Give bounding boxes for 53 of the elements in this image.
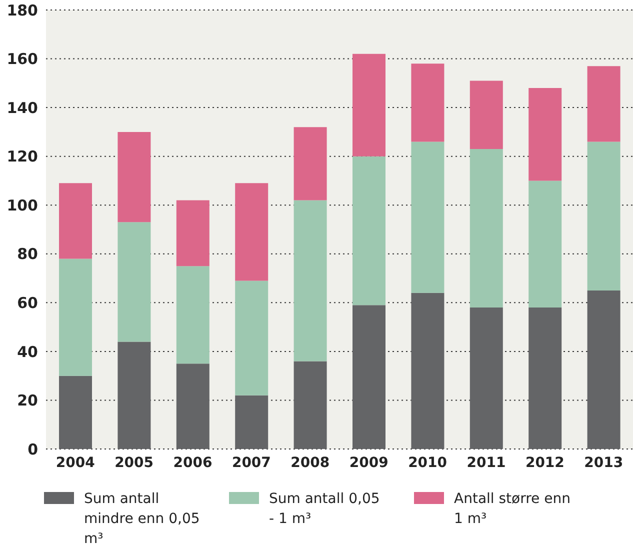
bar xyxy=(470,308,503,449)
bar xyxy=(587,290,620,449)
bar xyxy=(118,222,151,342)
x-tick-label: 2004 xyxy=(56,454,96,471)
x-tick-label: 2006 xyxy=(173,454,212,471)
bar xyxy=(470,80,503,150)
bar xyxy=(294,127,327,200)
x-tick-label: 2009 xyxy=(349,454,388,471)
bar xyxy=(470,149,503,308)
bar xyxy=(294,200,327,362)
y-tick-label: 60 xyxy=(17,294,38,312)
x-tick-label: 2005 xyxy=(114,454,154,471)
bar xyxy=(176,266,210,364)
y-tick-label: 100 xyxy=(6,196,38,214)
bar xyxy=(235,280,268,396)
y-tick-label: 0 xyxy=(28,440,38,458)
bar xyxy=(176,200,210,266)
bar xyxy=(352,156,386,306)
y-tick-label: 120 xyxy=(6,148,38,166)
bar xyxy=(235,183,268,281)
bar xyxy=(118,342,151,449)
x-tick-label: 2011 xyxy=(466,454,506,471)
bar xyxy=(587,142,620,290)
legend-label: Sum antall mindre enn 0,05 m³ xyxy=(84,490,201,549)
bar xyxy=(59,376,92,449)
bar xyxy=(411,64,444,142)
bar xyxy=(294,361,327,449)
y-tick-label: 40 xyxy=(17,342,38,361)
bar xyxy=(411,292,444,449)
bar xyxy=(411,142,444,293)
bar xyxy=(587,66,620,142)
bar xyxy=(235,395,268,449)
legend-label: Antall større enn 1 m³ xyxy=(454,490,572,529)
bar xyxy=(352,305,386,449)
bar xyxy=(59,183,92,259)
bar xyxy=(528,88,562,181)
bar xyxy=(528,180,562,308)
y-tick-label: 180 xyxy=(6,1,38,20)
bar xyxy=(118,132,151,222)
y-tick-label: 160 xyxy=(6,50,38,68)
bar xyxy=(352,54,386,156)
y-tick-label: 20 xyxy=(17,392,38,410)
y-tick-label: 80 xyxy=(17,245,38,264)
bar xyxy=(528,308,562,449)
x-tick-label: 2007 xyxy=(232,454,271,471)
y-tick-label: 140 xyxy=(6,98,38,117)
x-tick-label: 2013 xyxy=(584,454,624,471)
bar xyxy=(59,258,92,376)
legend-label: Sum antall 0,05 - 1 m³ xyxy=(269,490,381,529)
x-tick-label: 2012 xyxy=(525,454,564,471)
x-tick-label: 2008 xyxy=(290,454,330,471)
bar xyxy=(176,364,210,449)
x-tick-label: 2010 xyxy=(408,454,448,471)
